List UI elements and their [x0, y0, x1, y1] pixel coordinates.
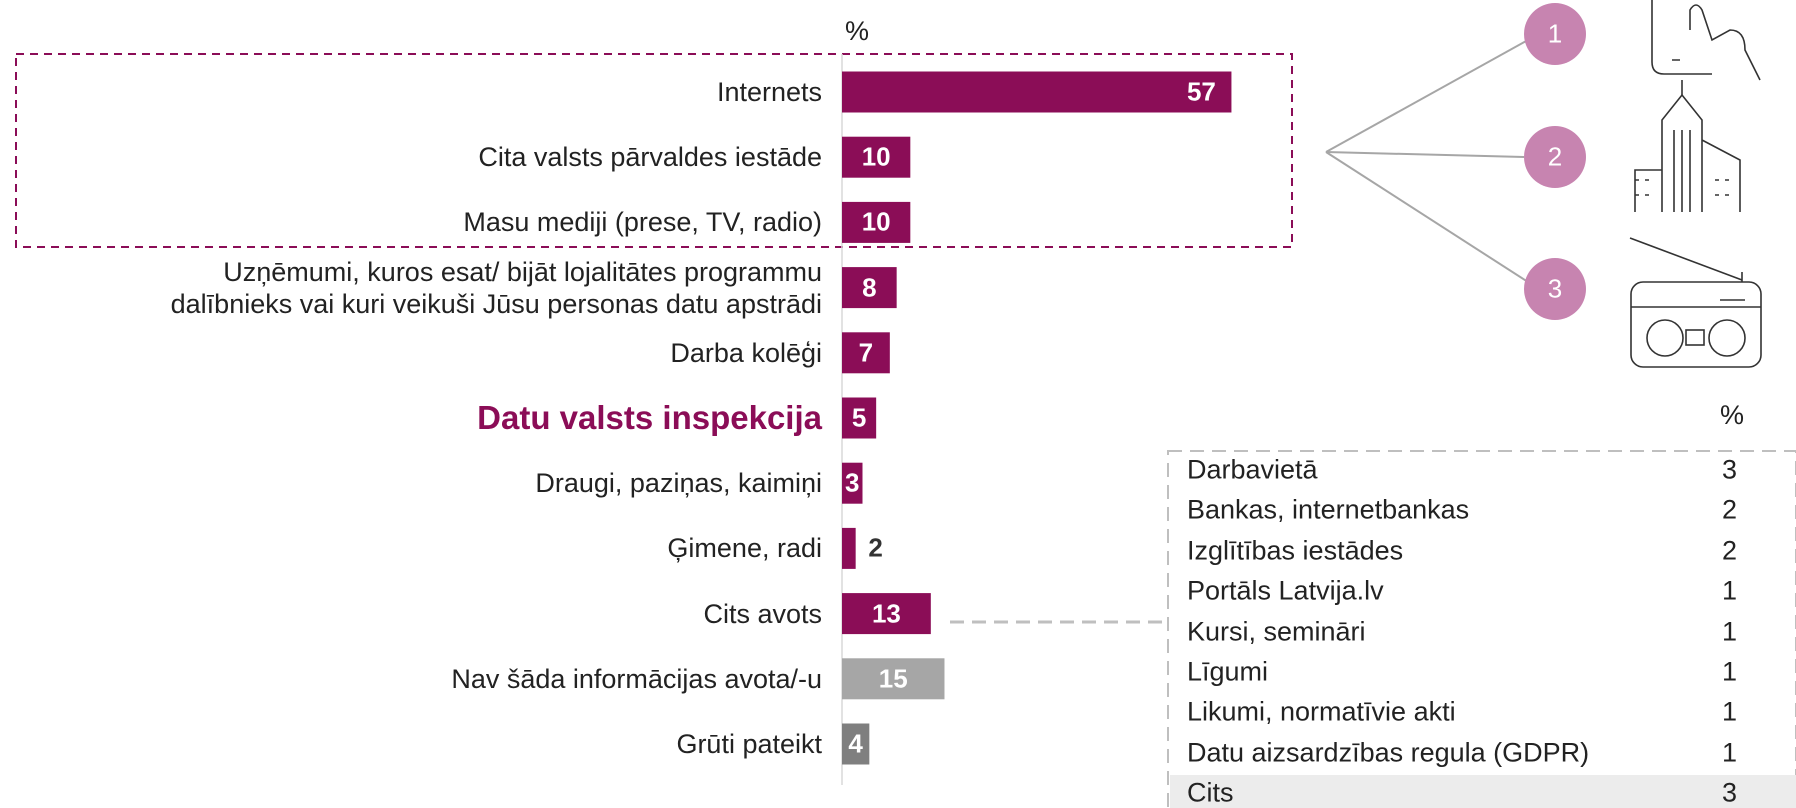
connector — [1325, 151, 1525, 158]
value-label: 10 — [861, 206, 891, 237]
value-label: 2 — [868, 532, 883, 563]
table-value: 2 — [1722, 535, 1738, 566]
unit-label: % — [845, 16, 870, 46]
category-label: Masu mediji (prese, TV, radio) — [463, 207, 822, 238]
category-label: Internets — [716, 77, 822, 107]
category-label: Datu valsts inspekcija — [477, 399, 822, 436]
value-label: 5 — [851, 402, 867, 433]
category-label: Nav šāda informācijas avota/-u — [451, 663, 822, 694]
value-label: 10 — [861, 141, 891, 172]
table-box — [1167, 450, 1796, 808]
bar — [842, 658, 945, 700]
category-label: Draugi, paziņas, kaimiņi — [535, 468, 822, 499]
table-label: Līgumi — [1187, 656, 1269, 687]
bar — [842, 71, 1232, 113]
bar — [842, 267, 897, 309]
value-label: 8 — [862, 272, 877, 303]
bar — [842, 527, 856, 569]
value-label: 15 — [878, 663, 908, 694]
bar — [842, 201, 911, 243]
value-label: 57 — [1186, 76, 1216, 107]
category-label: Darba kolēģi — [670, 337, 822, 368]
table-value: 2 — [1722, 494, 1738, 525]
callout-number: 2 — [1547, 141, 1563, 172]
table-label: Datu aizsardzības regula (GDPR) — [1187, 737, 1590, 768]
table-label: Likumi, normatīvie akti — [1187, 696, 1456, 727]
value-label: 7 — [858, 337, 874, 368]
callout-circle — [1524, 3, 1586, 65]
table-label: Cits — [1187, 777, 1234, 808]
bar — [842, 332, 890, 374]
value-label: 3 — [845, 467, 860, 498]
category-label: Cits avots — [703, 598, 822, 629]
value-label: 4 — [848, 728, 863, 759]
category-label: Ģimene, radi — [667, 533, 822, 564]
bar — [842, 397, 877, 439]
callout-circle — [1524, 126, 1586, 188]
callout-circle — [1524, 258, 1586, 320]
table-value: 1 — [1722, 656, 1738, 687]
table-value: 1 — [1722, 696, 1738, 727]
row-highlight — [1170, 775, 1796, 808]
bar — [842, 462, 863, 504]
icons — [1629, 0, 1762, 368]
table-label: Portāls Latvija.lv — [1187, 575, 1384, 606]
table-value: 3 — [1722, 454, 1738, 485]
callout-number: 3 — [1547, 273, 1563, 304]
table-label: Bankas, internetbankas — [1187, 494, 1470, 525]
category-label: Cita valsts pārvaldes iestāde — [478, 142, 822, 173]
value-label: 13 — [871, 598, 901, 629]
table-label: Darbavietā — [1187, 454, 1318, 485]
table-value: 3 — [1722, 777, 1738, 808]
connector — [1325, 151, 1529, 283]
table-value: 1 — [1722, 737, 1738, 768]
bar — [842, 593, 931, 635]
table-value: 1 — [1722, 616, 1738, 647]
category-label: Grūti pateikt — [676, 729, 822, 759]
bar — [842, 723, 870, 765]
connector — [1325, 39, 1529, 153]
table-label: Izglītības iestādes — [1187, 535, 1404, 566]
table-label: Kursi, semināri — [1187, 616, 1366, 647]
highlight-box — [15, 53, 1293, 248]
bar — [842, 136, 911, 178]
table-value: 1 — [1722, 575, 1738, 606]
table-unit-label: % — [1720, 400, 1745, 430]
callout-number: 1 — [1547, 18, 1563, 49]
category-label: Uzņēmumi, kuros esat/ bijāt lojalitātes … — [170, 256, 822, 319]
